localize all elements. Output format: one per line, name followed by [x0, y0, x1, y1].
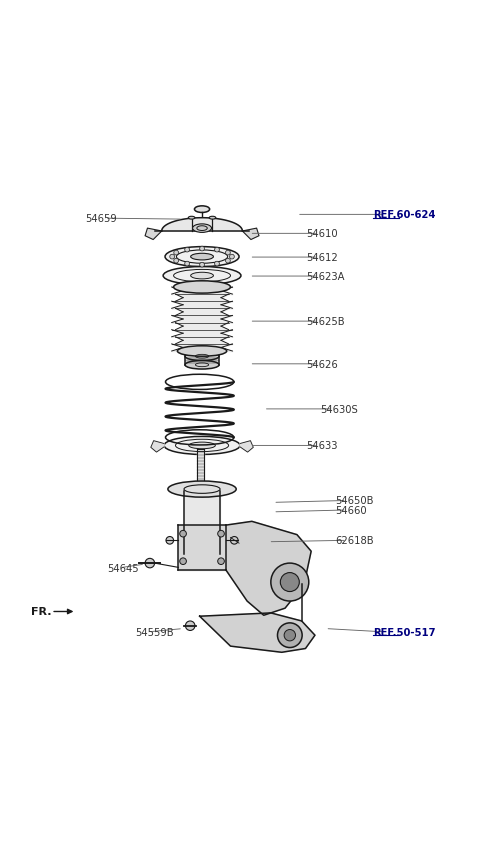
Ellipse shape [168, 481, 236, 498]
Ellipse shape [191, 273, 214, 279]
Polygon shape [179, 526, 226, 570]
Text: 54650B: 54650B [335, 496, 373, 506]
Ellipse shape [209, 217, 216, 220]
Circle shape [226, 250, 230, 256]
Text: 54630S: 54630S [321, 405, 359, 414]
Text: 54633: 54633 [306, 440, 338, 451]
Circle shape [200, 263, 204, 268]
Ellipse shape [185, 361, 219, 370]
Circle shape [145, 559, 155, 568]
Circle shape [200, 247, 204, 251]
Ellipse shape [192, 225, 212, 233]
Circle shape [277, 623, 302, 648]
Circle shape [226, 259, 230, 263]
Ellipse shape [163, 268, 241, 285]
Circle shape [229, 255, 234, 260]
Circle shape [230, 537, 238, 544]
Ellipse shape [194, 206, 210, 213]
Polygon shape [240, 441, 253, 452]
Polygon shape [145, 229, 162, 240]
Polygon shape [242, 229, 259, 240]
Text: 54626: 54626 [306, 360, 338, 370]
Circle shape [185, 262, 190, 267]
Circle shape [170, 255, 175, 260]
Ellipse shape [185, 353, 219, 361]
Circle shape [218, 558, 224, 565]
Circle shape [185, 248, 190, 253]
Circle shape [284, 630, 296, 642]
Polygon shape [197, 450, 204, 488]
Polygon shape [184, 492, 220, 554]
Text: FR.: FR. [31, 607, 52, 617]
Text: REF.50-517: REF.50-517 [373, 627, 435, 637]
Circle shape [174, 250, 179, 256]
Ellipse shape [174, 281, 230, 294]
Circle shape [180, 558, 186, 565]
Text: 54659: 54659 [85, 214, 117, 224]
Text: 54610: 54610 [306, 229, 338, 239]
Polygon shape [151, 441, 164, 452]
Ellipse shape [164, 437, 240, 455]
Text: 54612: 54612 [306, 253, 338, 262]
Circle shape [280, 573, 300, 592]
Circle shape [215, 248, 219, 253]
Circle shape [271, 563, 309, 602]
Text: 54625B: 54625B [306, 317, 345, 326]
Polygon shape [162, 218, 242, 232]
Text: 54645: 54645 [107, 563, 139, 573]
Circle shape [174, 259, 179, 263]
Text: 62618B: 62618B [335, 536, 373, 545]
Circle shape [185, 621, 195, 630]
Text: 54623A: 54623A [306, 272, 345, 282]
Text: REF.60-624: REF.60-624 [373, 210, 435, 220]
Circle shape [215, 262, 219, 267]
Ellipse shape [191, 254, 214, 261]
Ellipse shape [165, 247, 239, 268]
Circle shape [218, 531, 224, 538]
Polygon shape [226, 521, 311, 615]
Circle shape [180, 531, 186, 538]
Text: 54660: 54660 [335, 505, 367, 515]
Ellipse shape [178, 347, 227, 357]
Polygon shape [200, 613, 315, 653]
Text: 54559B: 54559B [136, 627, 174, 637]
Ellipse shape [188, 217, 195, 220]
Circle shape [166, 537, 174, 544]
Ellipse shape [189, 442, 216, 449]
